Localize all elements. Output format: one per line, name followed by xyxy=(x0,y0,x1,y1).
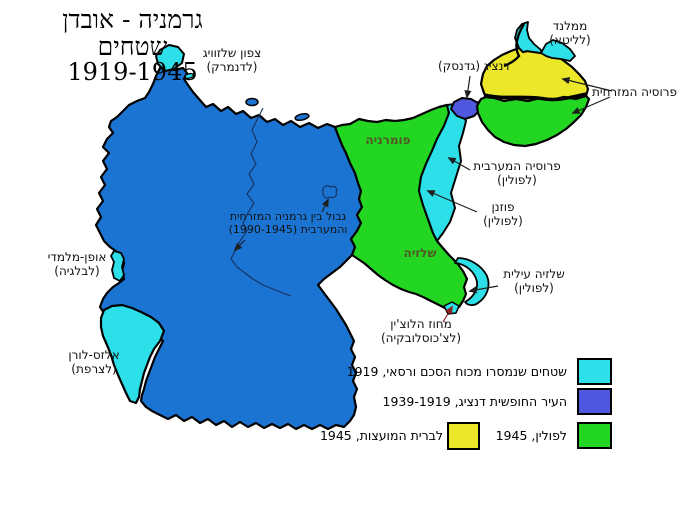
label-north-schleswig: צפון שלזוויג (לדנמרק) xyxy=(187,46,277,74)
island-fehmarn xyxy=(245,97,259,107)
label-west-prussia: פרוסיה המערבית (לפולין) xyxy=(471,159,563,187)
annotation-arrows xyxy=(233,75,613,294)
region-memel-mainland-cyan xyxy=(540,39,576,62)
label-line: שלזיה xyxy=(403,246,437,260)
arrow-berlin xyxy=(321,198,329,213)
label-inner-border: גבול בין גרמניה המזרחית והמערבית (1990-1… xyxy=(228,210,348,236)
map-title: גרמניה - אובדן שטחים 1919-1945 xyxy=(25,6,240,85)
legend-label-to-poland-1945: לפולין, 1945 xyxy=(495,428,567,443)
label-line: אלזס-לורן xyxy=(68,348,120,362)
label-memelland: ממלנד (לליטא) xyxy=(535,19,605,47)
legend-swatch-to-ussr-1945 xyxy=(447,422,480,450)
arrow-east-prussia-yellow xyxy=(561,77,613,92)
label-line: פומרניה xyxy=(365,133,411,147)
label-line: פוזנן xyxy=(491,200,515,214)
label-line: (לצרפת) xyxy=(71,361,117,376)
label-line: (לפולין) xyxy=(497,172,537,187)
label-line: צפון שלזוויג xyxy=(202,46,262,60)
arrow-danzig xyxy=(464,75,472,99)
label-line: פרוסיה המערבית xyxy=(473,159,561,173)
region-pomerania-silesia-green xyxy=(333,103,469,313)
label-alsace-lorraine: אלזס-לורן (לצרפת) xyxy=(58,348,130,376)
arrow-east-prussia-green xyxy=(571,96,611,114)
label-line: (לבלגיה) xyxy=(54,263,100,278)
region-upper-silesia-cyan xyxy=(454,257,490,307)
label-posen: פוזנן (לפולין) xyxy=(477,200,529,228)
label-line: (לפולין) xyxy=(514,280,554,295)
region-west-prussia-posen-cyan xyxy=(418,103,467,242)
label-line: (לדנמרק) xyxy=(206,59,258,74)
arrow-upper-silesia xyxy=(468,285,499,294)
legend-swatch-to-poland-1945 xyxy=(577,422,612,449)
label-line: גבול בין גרמניה המזרחית xyxy=(229,210,347,223)
legend-swatch-free-city-danzig xyxy=(577,388,612,415)
east-prussia-partition-line xyxy=(483,92,588,102)
label-line: והמערבית (1990-1945) xyxy=(228,222,348,236)
map-title-line2: 1919-1945 xyxy=(67,58,198,86)
region-eupen-malmedy-cyan xyxy=(110,250,125,282)
label-eupen-malmedy: אופן-מלמדי (לבלגיה) xyxy=(41,250,113,278)
label-line: שלזיה עילית xyxy=(503,267,565,281)
arrow-west-prussia xyxy=(447,157,471,171)
island-ruegen xyxy=(294,112,310,122)
legend-label-to-ussr-1945: לברית המועצות, 1945 xyxy=(319,428,443,443)
label-line: (לפולין) xyxy=(483,213,523,228)
inner-german-border-line xyxy=(230,107,292,297)
region-germany-blue xyxy=(94,66,364,431)
label-line: פרוסיה המזרחית xyxy=(592,85,677,99)
label-line: אופן-מלמדי xyxy=(47,250,107,264)
label-line: דנציג (גדנסק) xyxy=(438,59,510,73)
legend-label-free-city-danzig: העיר החופשית דנציג, 1939-1919 xyxy=(382,394,567,409)
label-silesia: שלזיה xyxy=(397,246,443,261)
curonian-lagoon-line xyxy=(503,23,526,68)
map-title-line1: גרמניה - אובדן שטחים xyxy=(62,5,203,61)
label-line: (לליטא) xyxy=(549,32,591,47)
label-line: ממלנד xyxy=(552,19,588,33)
legend-label-versailles-1919: שטחים שנמסרו מכוח הסכם ורסאי, 1919 xyxy=(346,364,567,379)
region-north-schleswig-cyan xyxy=(155,44,185,72)
region-alsace-lorraine-cyan xyxy=(99,303,166,405)
label-hlucin: מחוז הלוצ'ין (לצ'כוסלובקיה) xyxy=(373,317,469,345)
label-east-prussia: פרוסיה המזרחית xyxy=(592,85,677,100)
arrow-posen xyxy=(426,190,478,213)
label-line: (לצ'כוסלובקיה) xyxy=(380,330,462,345)
label-pomerania: פומרניה xyxy=(362,133,414,148)
arrow-hlucin xyxy=(442,305,453,323)
label-upper-silesia: שלזיה עילית (לפולין) xyxy=(497,267,571,295)
arrow-inner-border xyxy=(233,239,246,252)
label-danzig: דנציג (גדנסק) xyxy=(429,59,519,74)
region-east-prussia-green xyxy=(475,94,591,148)
berlin-outline xyxy=(322,185,338,199)
label-line: מחוז הלוצ'ין xyxy=(390,317,452,331)
legend-swatch-versailles-1919 xyxy=(577,358,612,385)
island-als-cyan xyxy=(183,72,195,80)
